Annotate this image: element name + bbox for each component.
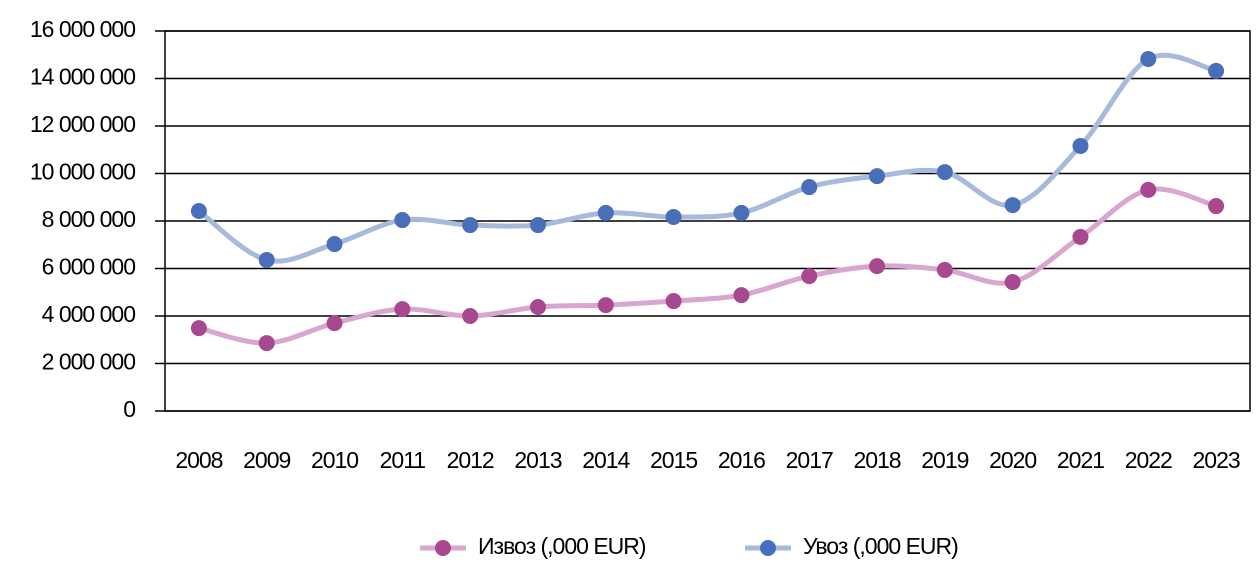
- x-tick-label: 2011: [380, 447, 426, 473]
- data-point: [394, 301, 411, 318]
- data-point: [665, 208, 682, 225]
- data-point: [462, 217, 479, 234]
- y-tick-label: 10 000 000: [30, 159, 135, 185]
- data-point: [529, 217, 546, 234]
- legend-label: Увоз (,000 EUR): [803, 533, 958, 559]
- data-point: [936, 164, 953, 181]
- x-tick-label: 2016: [718, 447, 765, 473]
- series-line: [196, 186, 1219, 346]
- y-tick-label: 6 000 000: [42, 254, 136, 280]
- y-tick-label: 2 000 000: [42, 349, 136, 375]
- x-tick-label: 2021: [1057, 447, 1104, 473]
- y-tick-label: 0: [123, 396, 135, 422]
- x-tick-label: 2018: [853, 447, 900, 473]
- data-point: [597, 204, 614, 221]
- x-tick-label: 2008: [175, 447, 222, 473]
- data-point: [1004, 197, 1021, 214]
- legend-marker: [760, 540, 776, 556]
- data-point: [326, 315, 343, 332]
- data-point: [326, 236, 343, 253]
- data-point: [1072, 228, 1089, 245]
- data-point: [597, 297, 614, 314]
- data-point: [1208, 198, 1225, 215]
- data-point: [1072, 137, 1089, 154]
- data-point: [190, 203, 207, 220]
- data-point: [801, 179, 818, 196]
- x-tick-label: 2014: [582, 447, 630, 473]
- x-tick-label: 2013: [514, 447, 561, 473]
- data-point: [1004, 274, 1021, 291]
- data-point: [462, 308, 479, 324]
- data-point: [801, 268, 818, 285]
- legend-label: Извоз (,000 EUR): [478, 533, 646, 559]
- x-tick-label: 2023: [1193, 447, 1240, 473]
- x-tick-label: 2012: [447, 447, 494, 473]
- data-point: [529, 298, 546, 315]
- legend-marker: [435, 540, 451, 556]
- x-tick-label: 2022: [1125, 447, 1172, 473]
- data-point: [258, 335, 275, 352]
- data-point: [190, 320, 207, 337]
- y-tick-label: 16 000 000: [30, 16, 135, 42]
- data-point: [869, 168, 886, 185]
- data-point: [258, 251, 275, 268]
- data-point: [869, 258, 886, 275]
- data-point: [1208, 62, 1225, 79]
- x-tick-label: 2020: [989, 447, 1036, 473]
- data-point: [733, 204, 750, 221]
- data-point: [936, 261, 953, 278]
- data-point: [1140, 181, 1157, 198]
- y-tick-label: 4 000 000: [42, 301, 136, 327]
- x-tick-label: 2017: [786, 447, 833, 473]
- y-tick-label: 12 000 000: [30, 111, 135, 137]
- data-point: [733, 287, 750, 304]
- data-point: [665, 293, 682, 310]
- x-tick-label: 2009: [243, 447, 290, 473]
- y-tick-label: 8 000 000: [42, 206, 136, 232]
- x-tick-label: 2015: [650, 447, 697, 473]
- x-tick-label: 2019: [921, 447, 968, 473]
- x-tick-label: 2010: [311, 447, 358, 473]
- data-point: [394, 212, 411, 229]
- series-line: [196, 52, 1219, 264]
- data-point: [1140, 51, 1157, 68]
- y-tick-label: 14 000 000: [30, 64, 135, 90]
